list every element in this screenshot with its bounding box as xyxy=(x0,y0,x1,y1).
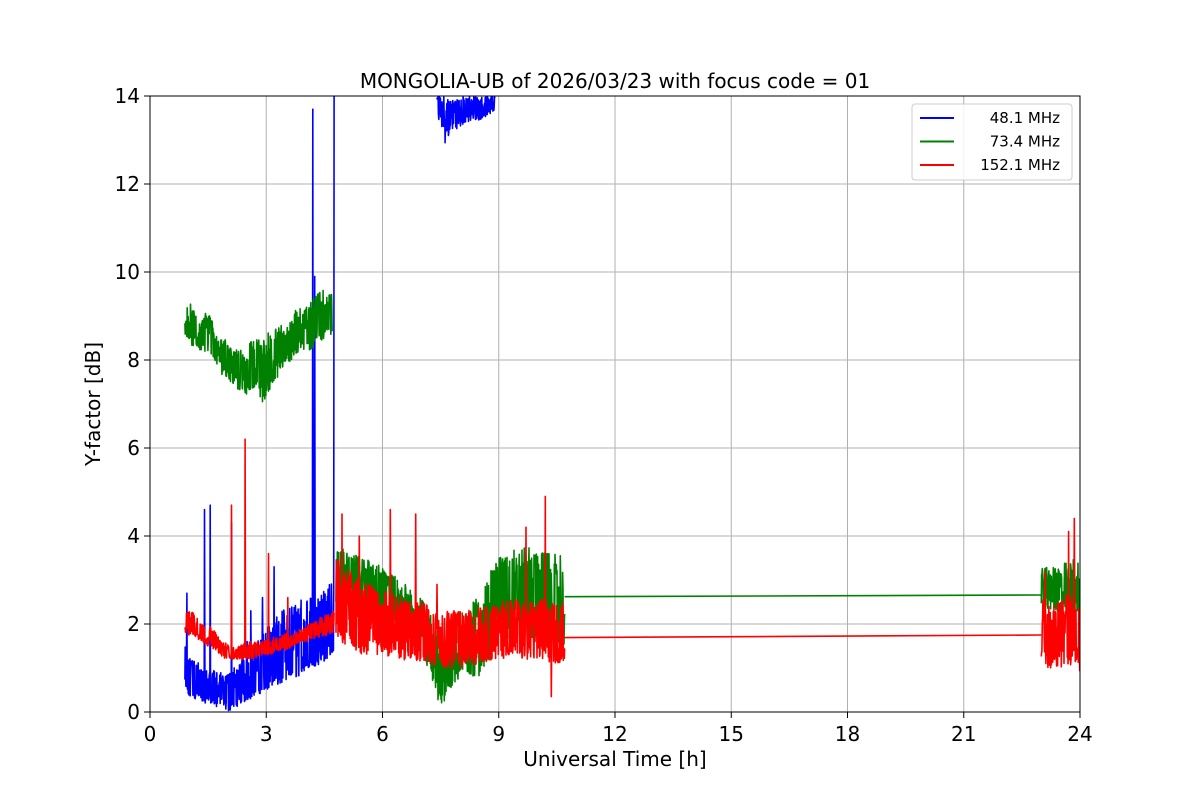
series-line xyxy=(564,634,1042,639)
x-tick-label: 24 xyxy=(1067,722,1092,746)
series-line xyxy=(184,289,333,403)
legend-entry: 73.4 MHz xyxy=(990,133,1060,151)
x-tick-label: 21 xyxy=(951,722,976,746)
series-152-1-mhz xyxy=(184,438,1080,698)
x-tick-label: 15 xyxy=(719,722,744,746)
series-layer xyxy=(184,96,1080,712)
series-line xyxy=(184,438,335,660)
legend-box xyxy=(911,103,1073,181)
y-tick-label: 12 xyxy=(115,172,140,196)
x-tick-label: 18 xyxy=(835,722,860,746)
y-tick-label: 4 xyxy=(127,524,140,548)
y-tick-label: 10 xyxy=(115,260,140,284)
y-tick-label: 0 xyxy=(127,700,140,724)
x-tick-label: 12 xyxy=(602,722,627,746)
x-tick-label: 9 xyxy=(492,722,505,746)
y-tick-label: 8 xyxy=(127,348,140,372)
series-line xyxy=(1040,517,1080,672)
legend: 48.1 MHz 73.4 MHz 152.1 MHz xyxy=(911,103,1073,181)
series-line xyxy=(564,594,1042,598)
chart-title: MONGOLIA-UB of 2026/03/23 with focus cod… xyxy=(360,69,870,93)
x-axis-label: Universal Time [h] xyxy=(523,747,706,771)
y-tick-label: 2 xyxy=(127,612,140,636)
x-tick-label: 0 xyxy=(144,722,157,746)
legend-entry: 48.1 MHz xyxy=(990,109,1060,127)
series-line xyxy=(436,96,496,144)
y-tick-label: 14 xyxy=(115,84,140,108)
series-line xyxy=(335,495,566,698)
y-axis-label: Y-factor [dB] xyxy=(81,342,105,467)
y-tick-label: 6 xyxy=(127,436,140,460)
series-48-1-mhz xyxy=(184,96,496,712)
series-line xyxy=(184,96,335,712)
x-tick-label: 3 xyxy=(260,722,273,746)
legend-entry: 152.1 MHz xyxy=(980,156,1060,174)
x-tick-label: 6 xyxy=(376,722,389,746)
